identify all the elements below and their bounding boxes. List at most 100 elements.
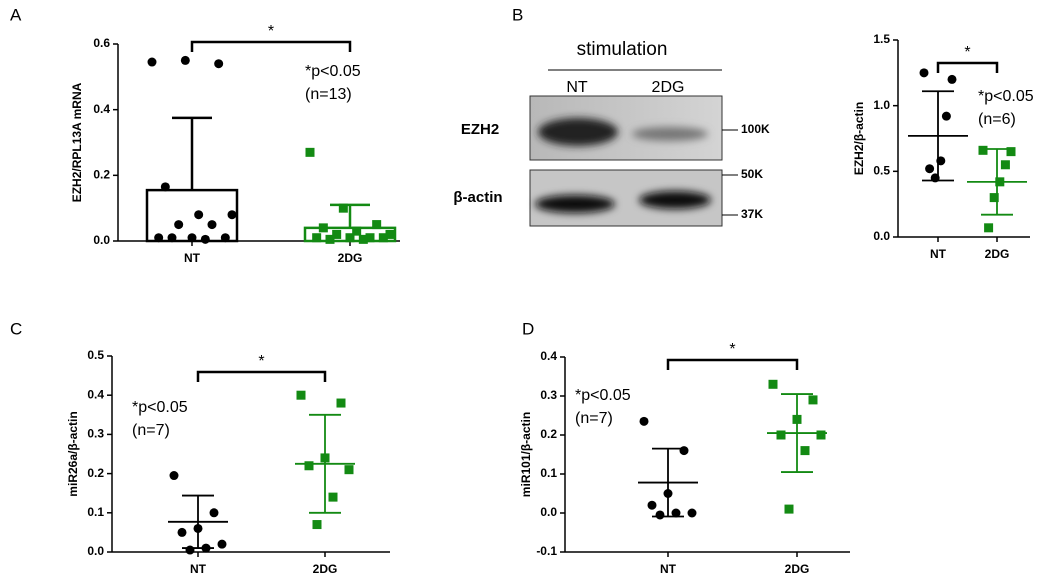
- blot-band: [632, 127, 708, 141]
- annotation: (n=7): [132, 422, 170, 439]
- row-label: EZH2: [461, 121, 499, 138]
- y-tick-label: 0.5: [87, 348, 104, 362]
- data-point: [784, 504, 794, 514]
- y-tick-label: 0.3: [87, 427, 104, 441]
- x-tick-label: 2DG: [338, 251, 363, 265]
- data-point: [185, 545, 195, 555]
- data-point: [947, 74, 957, 84]
- data-point: [193, 523, 203, 533]
- lane-label: 2DG: [652, 79, 685, 96]
- y-axis-label: EZH2/β-actin: [852, 102, 866, 175]
- data-point: [201, 543, 211, 553]
- y-tick-label: 0.4: [540, 349, 557, 363]
- data-point: [639, 416, 649, 426]
- western-blot: stimulation NT 2DG EZH2 β-actin 100K 50K…: [453, 39, 770, 227]
- significance-star: *: [729, 341, 735, 358]
- blot-band: [538, 118, 618, 146]
- data-point: [220, 233, 230, 243]
- y-tick-label: 0.4: [87, 387, 104, 401]
- data-point: [984, 223, 994, 233]
- data-point: [305, 147, 315, 157]
- panel-label: D: [522, 319, 534, 338]
- data-point: [154, 233, 164, 243]
- x-tick-label: NT: [190, 562, 207, 576]
- annotation: *p<0.05: [978, 88, 1034, 105]
- data-point: [344, 465, 354, 475]
- data-point: [655, 510, 665, 520]
- mw-label: 100K: [741, 122, 770, 136]
- significance-star: *: [964, 44, 970, 61]
- data-point: [978, 145, 988, 155]
- annotation: *p<0.05: [305, 63, 361, 80]
- y-tick-label: 0.0: [540, 505, 557, 519]
- x-tick-label: 2DG: [985, 247, 1010, 261]
- data-point: [227, 210, 237, 220]
- significance-bracket: [666, 358, 799, 370]
- x-tick-label: 2DG: [785, 562, 810, 576]
- data-point: [941, 111, 951, 121]
- data-point: [167, 233, 177, 243]
- data-point: [930, 173, 940, 183]
- data-point: [296, 390, 306, 400]
- data-point: [352, 226, 362, 236]
- y-tick-label: -0.1: [536, 544, 557, 558]
- data-point: [318, 223, 328, 233]
- row-label: β-actin: [453, 189, 502, 206]
- data-point: [207, 220, 217, 230]
- data-point: [919, 68, 929, 78]
- data-point: [936, 156, 946, 166]
- y-tick-label: 1.5: [873, 32, 890, 46]
- data-point: [671, 508, 681, 518]
- data-point: [995, 177, 1005, 187]
- data-point: [647, 500, 657, 510]
- data-point: [217, 539, 227, 549]
- data-point: [180, 55, 190, 65]
- y-axis-label: miR26a/β-actin: [66, 411, 80, 496]
- annotation: (n=6): [978, 111, 1016, 128]
- x-tick-label: NT: [930, 247, 947, 261]
- data-point: [687, 508, 697, 518]
- significance-bracket: [190, 40, 352, 52]
- x-tick-label: NT: [184, 251, 201, 265]
- data-point: [200, 234, 210, 244]
- data-point: [1000, 160, 1010, 170]
- significance-bracket: [936, 61, 999, 73]
- data-point: [147, 57, 157, 67]
- annotation: (n=13): [305, 86, 352, 103]
- y-tick-label: 0.0: [87, 544, 104, 558]
- y-tick-label: 1.0: [873, 98, 890, 112]
- data-point: [385, 229, 395, 239]
- data-point: [663, 489, 673, 498]
- lane-label: NT: [566, 79, 588, 96]
- data-point: [808, 395, 818, 405]
- y-tick-label: 0.1: [540, 466, 557, 480]
- significance-star: *: [258, 353, 264, 370]
- blot-title: stimulation: [577, 39, 668, 60]
- data-point: [365, 233, 375, 243]
- data-point: [304, 461, 314, 471]
- panel-label: B: [512, 5, 523, 24]
- data-point: [328, 492, 338, 502]
- data-point: [320, 453, 330, 463]
- annotation: *p<0.05: [575, 387, 631, 404]
- data-point: [1006, 147, 1016, 157]
- data-point: [372, 220, 382, 230]
- data-point: [792, 414, 802, 424]
- y-tick-label: 0.2: [540, 427, 557, 441]
- y-axis-label: miR101/β-actin: [519, 412, 533, 497]
- y-tick-label: 0.3: [540, 388, 557, 402]
- x-tick-label: NT: [660, 562, 677, 576]
- y-tick-label: 0.0: [873, 229, 890, 243]
- annotation: *p<0.05: [132, 399, 188, 416]
- data-point: [345, 233, 355, 243]
- data-point: [209, 508, 219, 518]
- y-tick-label: 0.5: [873, 164, 890, 178]
- data-point: [325, 234, 335, 244]
- panel-label: A: [10, 5, 22, 24]
- data-point: [338, 203, 348, 213]
- annotation: (n=7): [575, 410, 613, 427]
- data-point: [194, 210, 204, 220]
- y-tick-label: 0.1: [87, 505, 104, 519]
- data-point: [358, 234, 368, 244]
